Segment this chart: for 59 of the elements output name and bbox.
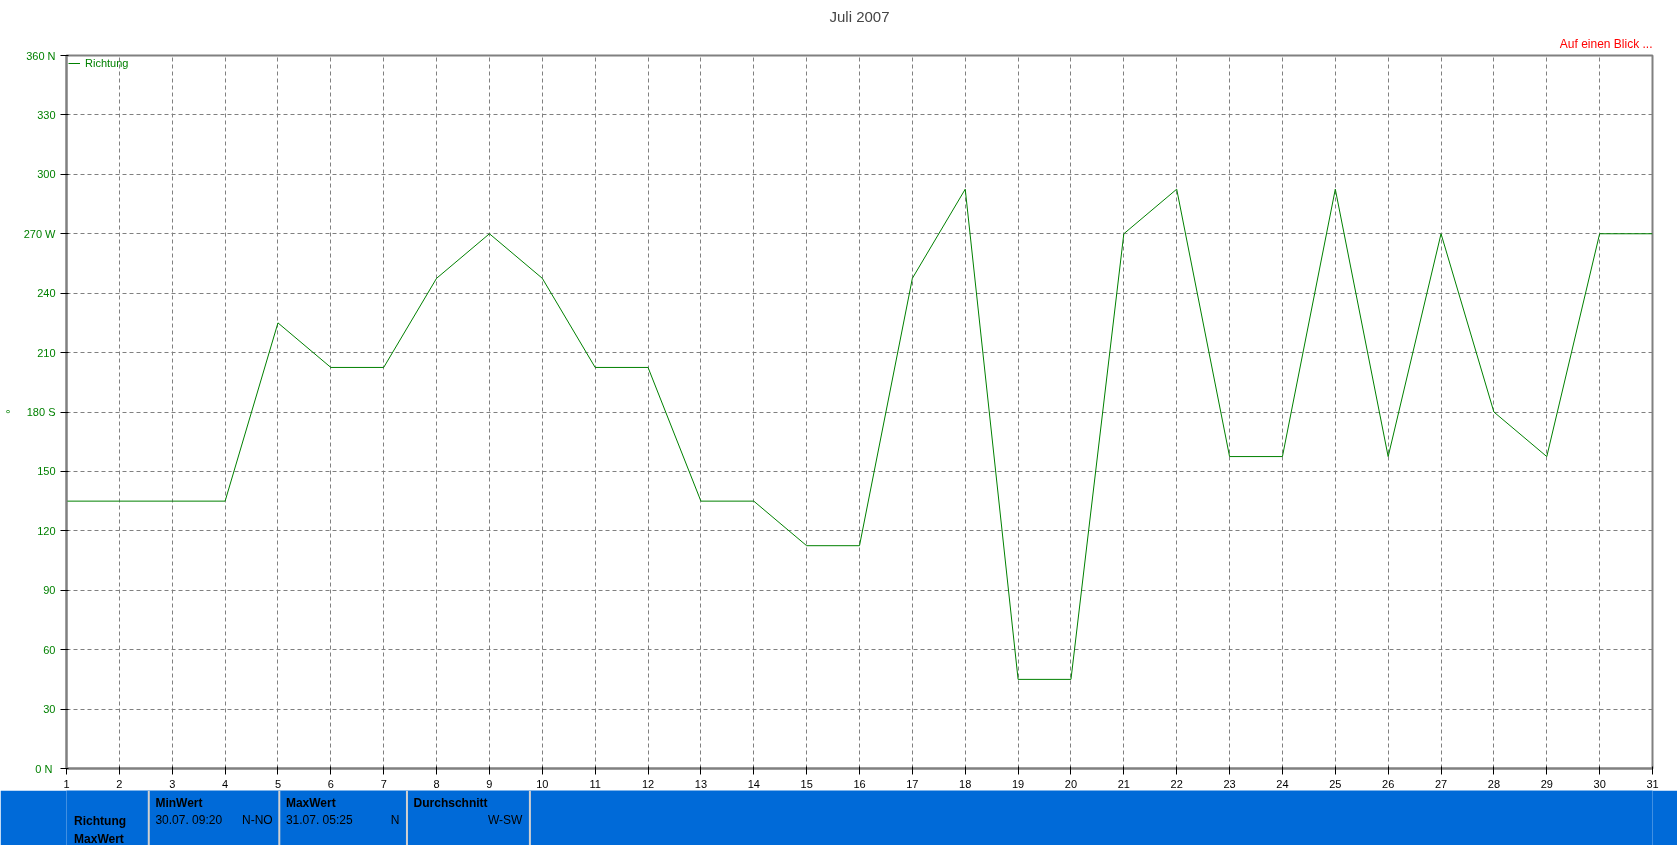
x-tick-label: 16	[853, 777, 866, 790]
x-tick-label: 9	[486, 777, 493, 790]
chart-title: Juli 2007	[829, 7, 890, 25]
x-tick-label: 24	[1276, 777, 1289, 790]
y-tick-label: 150	[37, 465, 56, 478]
x-tick-label: 30	[1593, 777, 1606, 790]
text: 31.07. 05:25	[285, 812, 353, 827]
x-tick-label: 27	[1434, 777, 1448, 790]
y-tick-label: 180 S	[26, 406, 56, 418]
x-tick-label: 21	[1117, 777, 1130, 790]
x-tick-label: 31	[1646, 777, 1659, 790]
x-tick-label: 18	[959, 777, 972, 790]
line-series	[66, 188, 1653, 680]
text: 30.07. 09:20	[155, 812, 223, 827]
text: Richtung	[85, 57, 129, 69]
y-tick-label: 240	[37, 287, 56, 300]
y-tick-label: 120	[37, 524, 56, 537]
x-tick-label: 2	[116, 777, 123, 790]
x-tick-label: 12	[641, 777, 655, 790]
y-tick-label: 210	[37, 346, 56, 359]
x-tick-label: 17	[906, 777, 919, 790]
x-tick-label: 22	[1170, 777, 1183, 790]
y-tick-label: 360 N	[26, 49, 56, 62]
y-tick-label: 30	[43, 703, 56, 716]
x-tick-label: 14	[747, 777, 760, 790]
text: Richtung	[74, 813, 127, 828]
x-tick-label: 13	[694, 777, 708, 790]
y-axis-title: °	[3, 409, 16, 415]
x-tick-label: 26	[1382, 777, 1395, 790]
x-tick-label: 25	[1329, 777, 1342, 790]
y-tick-label: 300	[37, 168, 56, 181]
x-tick-label: 4	[222, 777, 229, 790]
x-tick-label: 28	[1487, 777, 1501, 790]
x-tick-label: 19	[1011, 777, 1025, 790]
text: MaxWert	[74, 831, 124, 846]
text: N-NO	[242, 812, 273, 827]
y-tick-label: 60	[43, 643, 56, 656]
text: W-SW	[487, 812, 524, 827]
x-tick-label: 1	[63, 777, 70, 790]
x-tick-label: 29	[1540, 777, 1553, 790]
x-tick-label: 20	[1064, 777, 1078, 790]
x-tick-label: 15	[800, 777, 813, 790]
x-tick-label: 8	[433, 777, 440, 790]
x-tick-label: 5	[274, 777, 282, 790]
text: Durchschnitt	[413, 795, 488, 810]
x-tick-label: 6	[327, 777, 334, 790]
x-tick-label: 3	[169, 777, 176, 790]
y-tick-label: 90	[43, 584, 56, 597]
x-tick-label: 11	[589, 777, 601, 790]
text: MinWert	[155, 795, 203, 810]
text: Auf einen Blick ...	[1559, 36, 1653, 51]
text: MaxWert	[285, 795, 336, 810]
y-tick-label: 0 N	[35, 762, 53, 775]
x-tick-label: 23	[1223, 777, 1236, 790]
y-tick-label: 270 W	[23, 227, 57, 240]
x-tick-label: 7	[380, 777, 387, 790]
text: N	[390, 812, 400, 827]
y-tick-label: 330	[37, 108, 56, 121]
x-tick-label: 10	[536, 777, 549, 790]
